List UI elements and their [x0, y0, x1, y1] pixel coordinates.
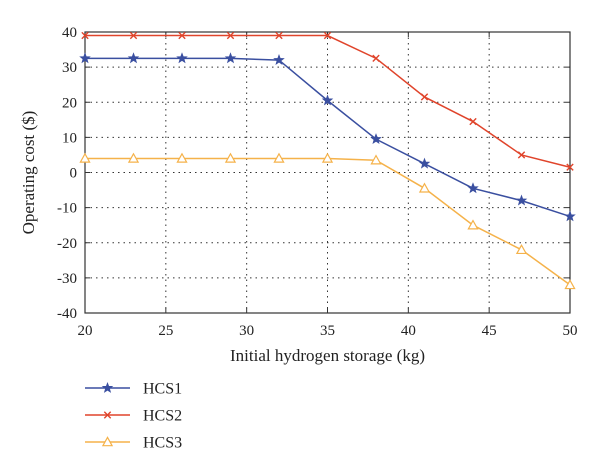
- hcs1-point: [127, 52, 140, 64]
- hcs3-point: [321, 152, 334, 163]
- x-tick-label: 45: [482, 323, 497, 339]
- hcs2-point: [178, 31, 186, 40]
- hcs1-point: [418, 157, 431, 169]
- hcs3-line: [85, 157, 571, 286]
- legend-item-hcs1: HCS1: [85, 381, 182, 398]
- y-axis-ticks: -40 -30 -20 -10 0 10 20 30 40: [57, 25, 570, 322]
- hcs3-point: [79, 152, 91, 163]
- hcs1-point: [224, 52, 237, 64]
- y-tick-label: 30: [62, 60, 77, 76]
- y-axis-label: Operating cost ($): [19, 111, 38, 235]
- y-tick-label: -40: [57, 306, 77, 322]
- x-tick-label: 35: [320, 323, 335, 339]
- hcs3-point: [127, 152, 140, 163]
- legend-item-hcs3: HCS3: [85, 435, 182, 452]
- hcs2-point: [226, 31, 235, 40]
- hcs3-point: [273, 152, 285, 163]
- y-tick-label: -30: [57, 271, 77, 287]
- hcs3-point: [515, 243, 528, 255]
- series-hcs2: [81, 31, 574, 171]
- x-tick-label: 25: [158, 323, 173, 339]
- hcs2-point: [129, 31, 138, 40]
- x-tick-label: 50: [563, 323, 578, 339]
- hcs1-point: [176, 52, 188, 64]
- hcs3-point: [418, 182, 431, 193]
- legend-label: HCS2: [143, 408, 182, 425]
- hcs1-point: [79, 52, 91, 64]
- legend-label: HCS1: [143, 381, 182, 398]
- hcs3-point: [564, 279, 576, 290]
- hcs3-point: [176, 152, 188, 163]
- hcs1-point: [370, 133, 382, 145]
- x-tick-label: 40: [401, 323, 416, 339]
- hcs2-point: [517, 151, 526, 159]
- hcs2-point: [566, 163, 574, 171]
- hcs3-point: [467, 219, 479, 230]
- hcs2-point: [469, 117, 477, 126]
- x-axis-ticks: 20 25 30 35 40 45 50: [78, 32, 578, 339]
- x-tick-label: 30: [239, 323, 254, 339]
- hcs3-point: [370, 154, 382, 165]
- legend-marker: [101, 381, 114, 393]
- hcs2-point: [275, 31, 283, 40]
- hcs3-point: [224, 152, 237, 163]
- hcs1-point: [273, 54, 285, 65]
- series-group: [79, 31, 576, 290]
- legend-item-hcs2: HCS2: [85, 408, 182, 425]
- hcs2-point: [372, 54, 380, 63]
- grid: [85, 32, 570, 313]
- hcs2-point: [323, 31, 332, 40]
- series-hcs1: [79, 52, 576, 222]
- legend-label: HCS3: [143, 435, 182, 452]
- x-tick-label: 20: [78, 323, 93, 339]
- legend-marker: [101, 436, 114, 447]
- y-tick-label: 0: [70, 166, 78, 182]
- hcs1-point: [467, 182, 479, 194]
- legend-marker: [103, 411, 112, 419]
- y-tick-label: -20: [57, 236, 77, 252]
- hcs1-point: [564, 210, 576, 222]
- series-hcs3: [79, 152, 576, 290]
- x-axis-label: Initial hydrogen storage (kg): [230, 346, 425, 365]
- hcs2-point: [81, 31, 89, 40]
- y-tick-label: 40: [62, 25, 77, 41]
- y-tick-label: 20: [62, 95, 77, 111]
- y-tick-label: 10: [62, 130, 77, 146]
- hcs1-point: [515, 194, 528, 206]
- hcs1-point: [321, 94, 334, 106]
- legend: HCS1 HCS2 HCS3: [85, 381, 182, 452]
- y-tick-label: -10: [57, 201, 77, 217]
- hcs2-point: [420, 93, 429, 101]
